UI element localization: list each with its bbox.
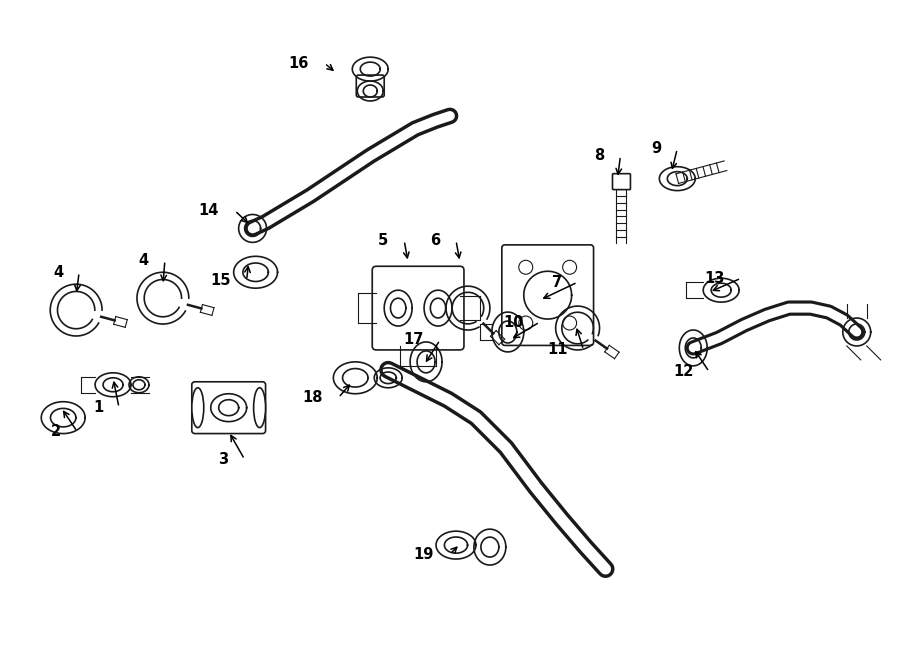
Text: 8: 8 [594,148,605,164]
Text: 4: 4 [53,265,63,280]
Text: 5: 5 [378,233,388,248]
Text: 9: 9 [652,141,662,156]
FancyBboxPatch shape [356,75,384,97]
Text: 19: 19 [414,547,434,561]
Text: 16: 16 [288,56,309,71]
Text: 11: 11 [547,342,568,357]
Text: 3: 3 [219,452,229,467]
FancyBboxPatch shape [192,382,266,434]
Text: 15: 15 [211,273,230,288]
Text: 4: 4 [139,253,148,268]
Text: 10: 10 [503,314,524,330]
Text: 18: 18 [302,390,322,405]
FancyBboxPatch shape [613,173,630,189]
FancyBboxPatch shape [373,266,464,350]
Text: 17: 17 [404,332,424,348]
Text: 1: 1 [93,400,104,415]
Text: 7: 7 [552,275,562,290]
Text: 6: 6 [430,233,440,248]
FancyBboxPatch shape [502,245,594,346]
Ellipse shape [192,388,203,428]
Ellipse shape [254,388,266,428]
Text: 12: 12 [673,364,693,379]
Text: 2: 2 [51,424,61,439]
Text: 14: 14 [198,203,219,218]
Text: 13: 13 [705,271,725,286]
